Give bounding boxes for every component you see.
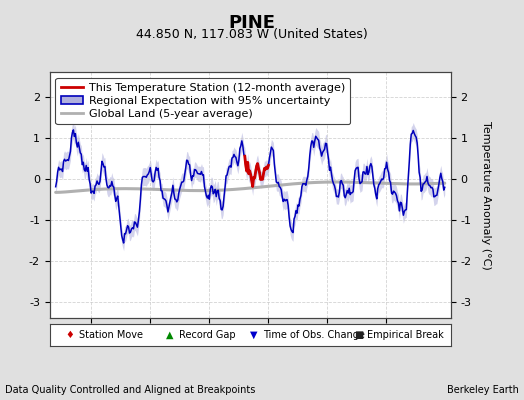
Text: Station Move: Station Move	[79, 330, 143, 340]
Text: Berkeley Earth: Berkeley Earth	[447, 385, 519, 395]
Text: Empirical Break: Empirical Break	[367, 330, 444, 340]
Text: Data Quality Controlled and Aligned at Breakpoints: Data Quality Controlled and Aligned at B…	[5, 385, 256, 395]
Legend: This Temperature Station (12-month average), Regional Expectation with 95% uncer: This Temperature Station (12-month avera…	[56, 78, 351, 124]
Text: ♦: ♦	[66, 330, 74, 340]
Text: 44.850 N, 117.083 W (United States): 44.850 N, 117.083 W (United States)	[136, 28, 367, 41]
Text: Time of Obs. Change: Time of Obs. Change	[263, 330, 365, 340]
Text: ▼: ▼	[250, 330, 258, 340]
Text: ▲: ▲	[166, 330, 173, 340]
Text: Record Gap: Record Gap	[179, 330, 235, 340]
Text: PINE: PINE	[228, 14, 275, 32]
Y-axis label: Temperature Anomaly (°C): Temperature Anomaly (°C)	[481, 121, 491, 269]
Text: ■: ■	[354, 330, 364, 340]
